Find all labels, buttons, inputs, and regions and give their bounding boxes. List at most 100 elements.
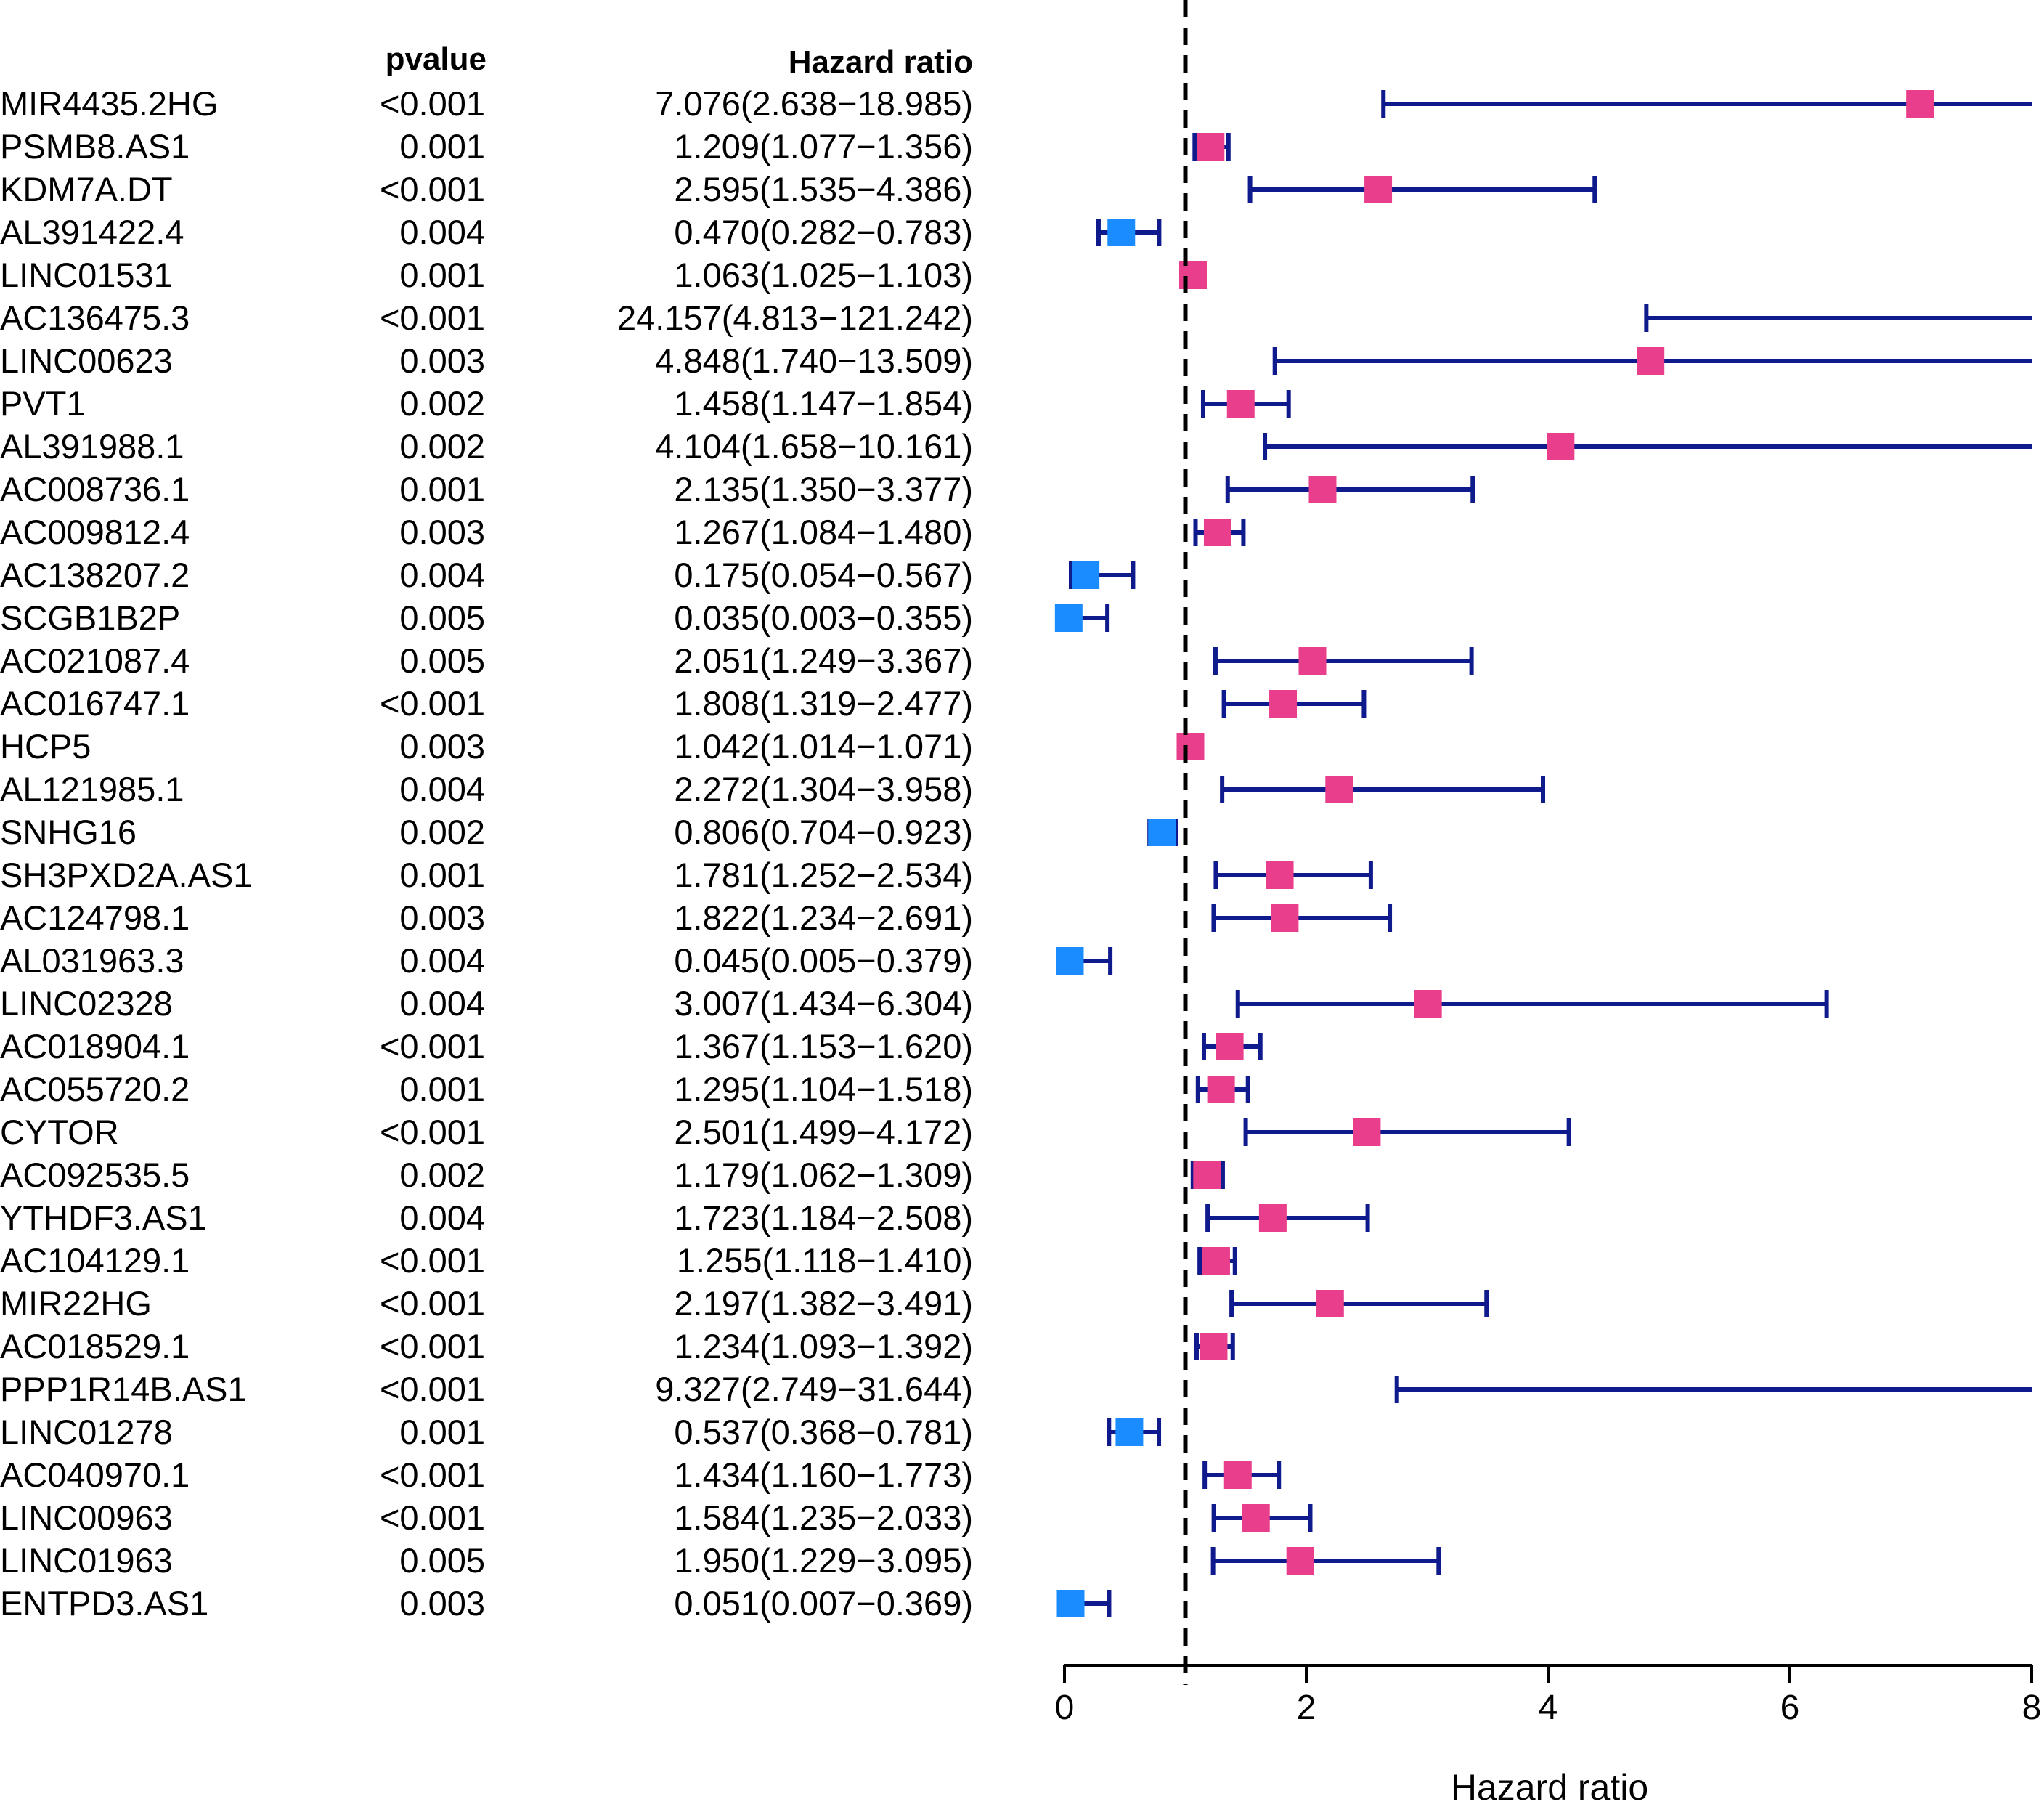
forest-row: HCP5 0.003 1.042(1.014−1.071) xyxy=(0,727,1205,766)
forest-row: AC009812.4 0.003 1.267(1.084−1.480) xyxy=(0,513,1246,551)
pvalue-label: <0.001 xyxy=(380,1241,485,1280)
pvalue-label: <0.001 xyxy=(380,170,485,208)
x-tick-label: 2 xyxy=(1297,1689,1316,1727)
hazard-ratio-point xyxy=(1414,990,1442,1018)
gene-label: LINC01278 xyxy=(0,1413,173,1451)
hazard-ratio-label: 0.035(0.003−0.355) xyxy=(674,598,973,637)
forest-row: AL391422.4 0.004 0.470(0.282−0.783) xyxy=(0,213,1162,251)
pvalue-label: 0.005 xyxy=(399,641,485,680)
pvalue-label: 0.004 xyxy=(399,213,485,251)
hazard-ratio-point xyxy=(1316,1290,1344,1317)
gene-label: AC055720.2 xyxy=(0,1070,190,1108)
forest-row: CYTOR <0.001 2.501(1.499−4.172) xyxy=(0,1113,1571,1151)
gene-label: AC124798.1 xyxy=(0,898,190,937)
gene-label: AC018904.1 xyxy=(0,1027,190,1065)
pvalue-label: 0.004 xyxy=(399,1198,485,1237)
gene-label: ENTPD3.AS1 xyxy=(0,1584,208,1623)
forest-row: AL121985.1 0.004 2.272(1.304−3.958) xyxy=(0,770,1546,808)
forest-row: PPP1R14B.AS1 <0.001 9.327(2.749−31.644) xyxy=(0,1370,2032,1408)
hazard-ratio-point xyxy=(1223,1461,1252,1489)
hazard-ratio-label: 1.209(1.077−1.356) xyxy=(674,127,973,166)
pvalue-label: 0.003 xyxy=(399,898,485,937)
gene-label: AC092535.5 xyxy=(0,1156,190,1194)
hazard-ratio-point xyxy=(1271,904,1299,932)
hazard-ratio-point xyxy=(1308,476,1337,503)
forest-row: AC018904.1 <0.001 1.367(1.153−1.620) xyxy=(0,1027,1263,1065)
gene-label: LINC00963 xyxy=(0,1498,173,1537)
hazard-ratio-label: 2.051(1.249−3.367) xyxy=(674,641,973,680)
pvalue-label: <0.001 xyxy=(380,1370,485,1408)
pvalue-label: 0.001 xyxy=(399,256,485,294)
forest-row: AC055720.2 0.001 1.295(1.104−1.518) xyxy=(0,1070,1250,1108)
gene-label: SH3PXD2A.AS1 xyxy=(0,856,252,894)
pvalue-label: <0.001 xyxy=(380,1284,485,1323)
hazard-ratio-label: 1.367(1.153−1.620) xyxy=(674,1027,973,1065)
pvalue-label: 0.001 xyxy=(399,470,485,508)
pvalue-label: 0.004 xyxy=(399,770,485,808)
forest-row: LINC00963 <0.001 1.584(1.235−2.033) xyxy=(0,1498,1313,1537)
pvalue-label: 0.001 xyxy=(399,1070,485,1108)
hazard-ratio-point xyxy=(1207,1076,1235,1103)
hazard-ratio-label: 1.723(1.184−2.508) xyxy=(674,1198,973,1237)
forest-row: SNHG16 0.002 0.806(0.704−0.923) xyxy=(0,813,1178,851)
gene-label: MIR22HG xyxy=(0,1284,152,1323)
hazard-ratio-point xyxy=(1202,1247,1230,1275)
pvalue-label: <0.001 xyxy=(380,1027,485,1065)
pvalue-label: 0.003 xyxy=(399,341,485,380)
hazard-ratio-point xyxy=(1115,1418,1144,1446)
pvalue-label: <0.001 xyxy=(380,1327,485,1365)
hazard-ratio-label: 1.950(1.229−3.095) xyxy=(674,1541,973,1580)
hazard-ratio-point xyxy=(1547,433,1575,460)
forest-row: KDM7A.DT <0.001 2.595(1.535−4.386) xyxy=(0,170,1597,208)
pvalue-label: 0.004 xyxy=(399,941,485,980)
hazard-ratio-label: 1.584(1.235−2.033) xyxy=(674,1498,973,1537)
hazard-ratio-point xyxy=(1298,647,1327,675)
gene-label: LINC02328 xyxy=(0,984,173,1023)
hazard-ratio-label: 1.234(1.093−1.392) xyxy=(674,1327,973,1365)
forest-row: LINC02328 0.004 3.007(1.434−6.304) xyxy=(0,984,1829,1023)
hazard-ratio-label: 0.537(0.368−0.781) xyxy=(674,1413,973,1451)
hazard-ratio-label: 3.007(1.434−6.304) xyxy=(674,984,973,1023)
hazard-ratio-label: 0.045(0.005−0.379) xyxy=(674,941,973,980)
pvalue-label: <0.001 xyxy=(380,1113,485,1151)
gene-label: LINC01963 xyxy=(0,1541,173,1580)
hazard-ratio-label: 2.272(1.304−3.958) xyxy=(674,770,973,808)
hazard-ratio-label: 1.822(1.234−2.691) xyxy=(674,898,973,937)
forest-row: AC124798.1 0.003 1.822(1.234−2.691) xyxy=(0,898,1393,937)
hazard-ratio-label: 2.197(1.382−3.491) xyxy=(674,1284,973,1323)
gene-label: AC138207.2 xyxy=(0,556,190,594)
hazard-ratio-label: 2.595(1.535−4.386) xyxy=(674,170,973,208)
gene-label: MIR4435.2HG xyxy=(0,84,218,123)
pvalue-label: 0.005 xyxy=(399,1541,485,1580)
hazard-ratio-point xyxy=(1200,1333,1228,1360)
hazard-ratio-label: 1.267(1.084−1.480) xyxy=(674,513,973,551)
hazard-ratio-point xyxy=(1054,604,1083,632)
forest-row: AC092535.5 0.002 1.179(1.062−1.309) xyxy=(0,1156,1225,1194)
forest-row: PVT1 0.002 1.458(1.147−1.854) xyxy=(0,384,1291,423)
forest-row: AC040970.1 <0.001 1.434(1.160−1.773) xyxy=(0,1455,1282,1494)
hazard-ratio-point xyxy=(1197,133,1225,161)
gene-label: AC040970.1 xyxy=(0,1455,190,1494)
forest-row: AC016747.1 <0.001 1.808(1.319−2.477) xyxy=(0,684,1367,723)
pvalue-label: 0.001 xyxy=(399,127,485,166)
x-axis-label: Hazard ratio xyxy=(1451,1767,1648,1807)
hazard-ratio-point xyxy=(1286,1547,1314,1575)
hazard-ratio-label: 1.434(1.160−1.773) xyxy=(674,1455,973,1494)
forest-row: AL031963.3 0.004 0.045(0.005−0.379) xyxy=(0,941,1113,980)
forest-row: LINC01278 0.001 0.537(0.368−0.781) xyxy=(0,1413,1162,1451)
pvalue-label: 0.002 xyxy=(399,1156,485,1194)
gene-label: LINC00623 xyxy=(0,341,173,380)
forest-row: SCGB1B2P 0.005 0.035(0.003−0.355) xyxy=(0,598,1110,637)
gene-label: YTHDF3.AS1 xyxy=(0,1198,207,1237)
pvalue-label: 0.001 xyxy=(399,856,485,894)
hazard-ratio-point xyxy=(1056,1590,1085,1617)
x-axis: 0 2 4 6 8 xyxy=(1055,1664,2041,1727)
hazard-ratio-point xyxy=(1072,561,1100,589)
hazard-ratio-point xyxy=(1176,733,1205,760)
forest-row: AC018529.1 <0.001 1.234(1.093−1.392) xyxy=(0,1327,1235,1365)
hazard-ratio-label: 0.470(0.282−0.783) xyxy=(674,213,973,251)
hazard-ratio-label: 4.848(1.740−13.509) xyxy=(655,341,973,380)
forest-row: MIR4435.2HG <0.001 7.076(2.638−18.985) xyxy=(0,84,2032,123)
pvalue-label: <0.001 xyxy=(380,1455,485,1494)
